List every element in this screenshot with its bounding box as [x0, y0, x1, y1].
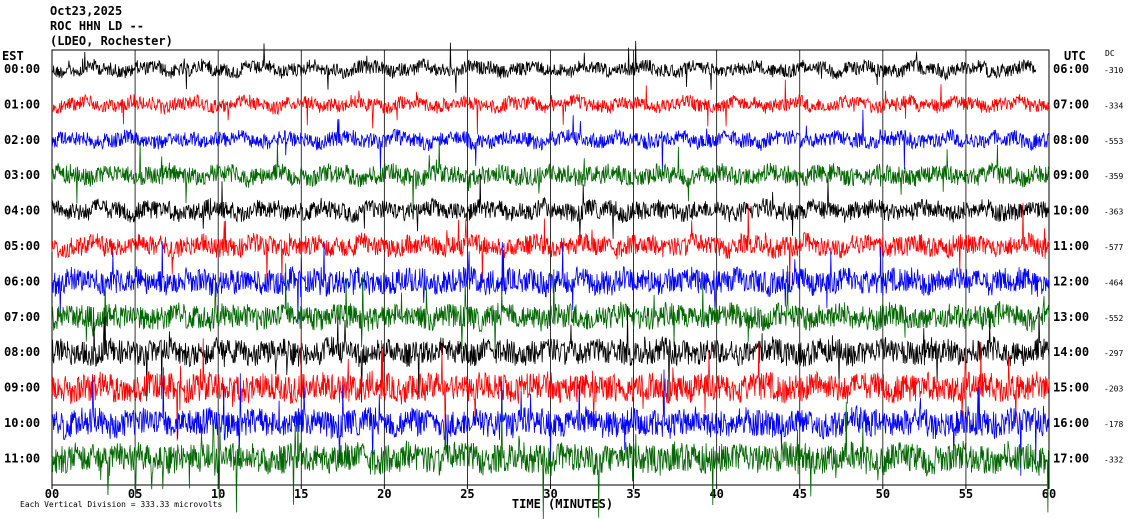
seismic-trace-0700: [51, 263, 1050, 356]
dc-offset-label: -310: [1104, 66, 1123, 75]
utc-hour-label: 16:00: [1053, 416, 1089, 430]
left-timezone-label: EST: [2, 49, 24, 63]
dc-offset-label: -359: [1104, 172, 1123, 181]
x-tick-label: 05: [128, 487, 142, 501]
est-hour-label: 06:00: [4, 274, 40, 288]
seismic-trace-0000: [51, 40, 1037, 93]
x-tick-label: 15: [294, 487, 308, 501]
est-hour-label: 11:00: [4, 451, 40, 465]
x-tick-label: 30: [543, 487, 557, 501]
est-hour-label: 04:00: [4, 204, 40, 218]
utc-hour-label: 07:00: [1053, 97, 1089, 111]
utc-hour-label: 06:00: [1053, 62, 1089, 76]
right-timezone-label: UTC: [1064, 49, 1086, 63]
x-tick-label: 50: [876, 487, 890, 501]
dc-offset-label: -203: [1104, 385, 1123, 394]
dc-offset-label: -363: [1104, 208, 1123, 217]
dc-header-label: DC: [1105, 49, 1115, 58]
seismic-trace-0300: [51, 139, 1050, 210]
dc-offset-label: -334: [1104, 101, 1123, 110]
network-label: (LDEO, Rochester): [50, 34, 173, 48]
seismic-trace-0200: [51, 109, 1050, 173]
est-hour-label: 02:00: [4, 133, 40, 147]
dc-offset-label: -577: [1104, 243, 1123, 252]
est-hour-label: 08:00: [4, 345, 40, 359]
seismic-trace-0500: [51, 202, 1050, 288]
seismic-trace-0600: [51, 241, 1050, 325]
est-hour-label: 00:00: [4, 62, 40, 76]
dc-offset-label: -552: [1104, 314, 1123, 323]
est-hour-label: 07:00: [4, 310, 40, 324]
x-tick-label: 10: [211, 487, 225, 501]
est-hour-label: 05:00: [4, 239, 40, 253]
x-tick-label: 00: [45, 487, 59, 501]
seismic-trace-0400: [51, 174, 1050, 239]
x-tick-label: 55: [959, 487, 973, 501]
utc-hour-label: 12:00: [1053, 274, 1089, 288]
seismic-trace-0100: [51, 79, 1050, 135]
est-hour-label: 10:00: [4, 416, 40, 430]
dc-offset-label: -332: [1104, 455, 1123, 464]
utc-hour-label: 09:00: [1053, 168, 1089, 182]
dc-offset-label: -297: [1104, 349, 1123, 358]
x-tick-label: 35: [626, 487, 640, 501]
utc-hour-label: 17:00: [1053, 451, 1089, 465]
x-tick-label: 40: [709, 487, 723, 501]
seismic-trace-1100: [51, 400, 1050, 519]
utc-hour-label: 15:00: [1053, 381, 1089, 395]
est-hour-label: 09:00: [4, 381, 40, 395]
x-tick-label: 45: [793, 487, 807, 501]
seismic-trace-0900: [51, 329, 1050, 444]
utc-hour-label: 13:00: [1053, 310, 1089, 324]
utc-hour-label: 08:00: [1053, 133, 1089, 147]
utc-hour-label: 11:00: [1053, 239, 1089, 253]
dc-offset-label: -553: [1104, 137, 1123, 146]
utc-hour-label: 10:00: [1053, 204, 1089, 218]
x-tick-label: 60: [1042, 487, 1056, 501]
est-hour-label: 01:00: [4, 97, 40, 111]
date-label: Oct23,2025: [50, 4, 123, 18]
seismic-trace-0800: [51, 306, 1050, 403]
est-hour-label: 03:00: [4, 168, 40, 182]
dc-offset-label: -464: [1104, 278, 1123, 287]
utc-hour-label: 14:00: [1053, 345, 1089, 359]
dc-offset-label: -178: [1104, 420, 1123, 429]
station-label: ROC HHN LD --: [50, 19, 144, 33]
footer-note: Each Vertical Division = 333.33 microvol…: [20, 500, 223, 509]
x-tick-label: 20: [377, 487, 391, 501]
x-axis-title: TIME (MINUTES): [512, 497, 613, 511]
x-tick-label: 25: [460, 487, 474, 501]
